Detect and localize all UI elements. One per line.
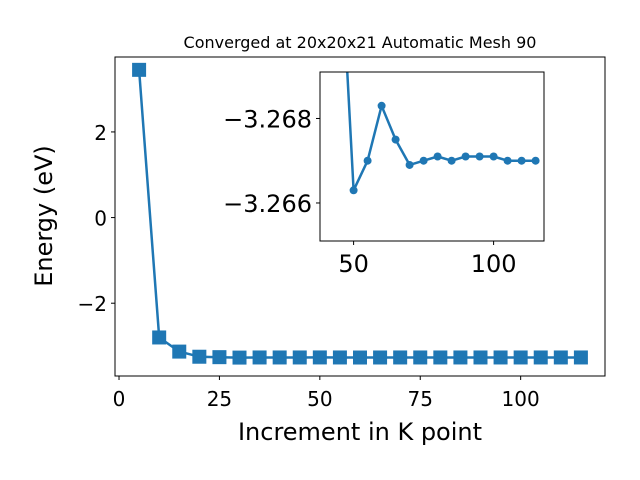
inset-y-tick-label: −3.268 — [223, 105, 312, 133]
inset-y-tick-label: −3.266 — [223, 190, 312, 218]
main-x-tick-label: 100 — [502, 387, 540, 411]
inset-x-tick-label: 50 — [338, 250, 369, 278]
main-data-point — [533, 350, 548, 365]
main-frame — [114, 56, 606, 377]
inset-plot-area — [320, 72, 544, 241]
inset-data-point — [461, 152, 470, 161]
main-data-point — [353, 350, 367, 365]
main-data-point — [272, 350, 287, 365]
inset-data-point — [433, 152, 442, 161]
inset-plot: 50 100 −3.268 −3.266 — [223, 71, 545, 278]
inset-data-point — [349, 186, 358, 195]
main-x-tick-label: 25 — [207, 387, 232, 411]
x-axis-title: Increment in K point — [238, 418, 482, 446]
inset-data-point — [405, 160, 414, 169]
main-data-point — [573, 350, 588, 365]
inset-data-point — [489, 152, 498, 161]
main-data-point — [433, 350, 448, 365]
main-data-point — [312, 350, 327, 365]
main-data-point — [493, 350, 508, 365]
inset-data-point — [447, 156, 456, 165]
main-x-tick-label: 0 — [113, 387, 126, 411]
main-data-point — [212, 350, 227, 365]
main-data-point — [393, 350, 408, 365]
main-data-point — [232, 350, 247, 365]
inset-x-tick-label: 100 — [471, 250, 517, 278]
main-data-point — [373, 350, 388, 365]
inset-data-point — [517, 156, 526, 165]
main-data-point — [513, 350, 528, 365]
main-y-tick-label: 2 — [94, 121, 107, 145]
main-data-point — [413, 350, 428, 365]
main-y-tick-label: 0 — [94, 207, 107, 231]
main-x-tick-label: 75 — [408, 387, 433, 411]
main-data-point — [152, 330, 167, 345]
chart-title: Converged at 20x20x21 Automatic Mesh 90 — [184, 33, 537, 52]
inset-data-point — [377, 101, 386, 110]
main-data-point — [332, 350, 347, 365]
main-data-point — [473, 350, 488, 365]
main-data-point — [172, 344, 187, 359]
inset-data-point — [419, 156, 428, 165]
inset-frame — [319, 71, 545, 242]
inset-data-point — [475, 152, 484, 161]
main-data-point — [252, 350, 267, 365]
main-y-tick-label: −2 — [78, 292, 107, 316]
main-data-point — [192, 349, 207, 364]
main-data-point — [132, 62, 147, 77]
main-data-point — [292, 350, 307, 365]
main-data-point — [553, 350, 568, 365]
inset-data-point — [531, 156, 540, 165]
y-axis-title: Energy (eV) — [30, 145, 58, 287]
inset-data-point — [363, 156, 372, 165]
main-data-point — [453, 350, 468, 365]
inset-data-point — [503, 156, 512, 165]
inset-data-point — [391, 135, 400, 144]
main-x-tick-label: 50 — [307, 387, 332, 411]
